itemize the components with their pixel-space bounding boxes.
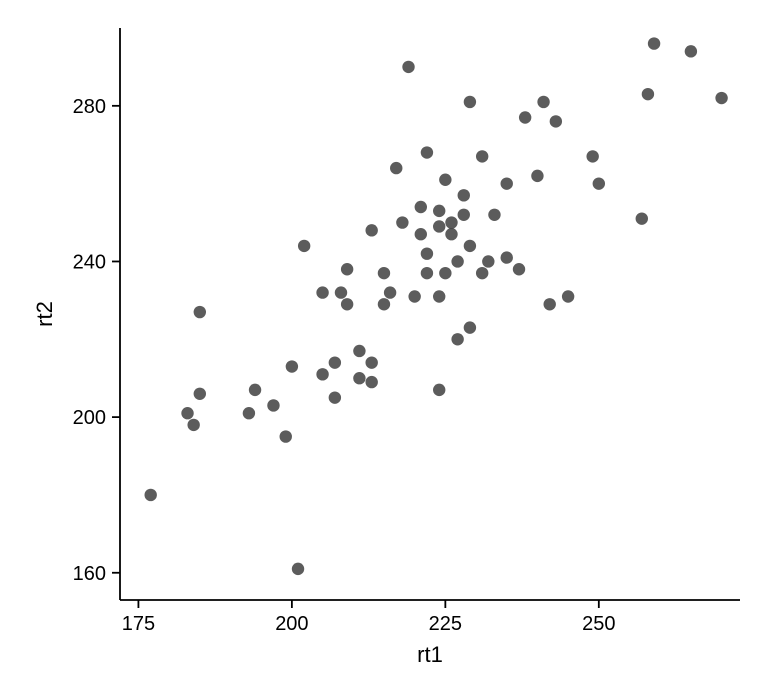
data-point (482, 255, 494, 267)
data-point (249, 384, 261, 396)
data-point (396, 216, 408, 228)
data-point (415, 201, 427, 213)
data-point (642, 88, 654, 100)
data-point (464, 321, 476, 333)
data-point (341, 263, 353, 275)
data-point (451, 333, 463, 345)
data-point (544, 298, 556, 310)
data-point (421, 267, 433, 279)
data-point (464, 240, 476, 252)
data-point (390, 162, 402, 174)
data-point (537, 96, 549, 108)
data-point (353, 372, 365, 384)
data-point (433, 290, 445, 302)
data-point (458, 189, 470, 201)
data-point (488, 209, 500, 221)
data-point (464, 96, 476, 108)
data-point (501, 177, 513, 189)
data-point (445, 228, 457, 240)
y-tick-label: 160 (73, 563, 106, 585)
y-tick-label: 240 (73, 251, 106, 273)
data-point (445, 216, 457, 228)
x-tick-label: 250 (582, 613, 615, 635)
data-point (531, 170, 543, 182)
data-point (513, 263, 525, 275)
data-point (353, 345, 365, 357)
data-point (280, 430, 292, 442)
y-axis-label: rt2 (32, 301, 57, 327)
data-point (378, 267, 390, 279)
data-point (335, 286, 347, 298)
data-point (451, 255, 463, 267)
data-point (144, 489, 156, 501)
data-point (562, 290, 574, 302)
data-point (685, 45, 697, 57)
data-point (194, 306, 206, 318)
data-point (593, 177, 605, 189)
data-point (476, 150, 488, 162)
x-tick-label: 225 (429, 613, 462, 635)
data-point (421, 247, 433, 259)
plot-bg (0, 0, 768, 687)
data-point (550, 115, 562, 127)
data-point (384, 286, 396, 298)
data-point (316, 286, 328, 298)
chart-svg: 175 200 225 250 160 200 240 280 rt1 rt2 (0, 0, 768, 687)
data-point (476, 267, 488, 279)
data-point (433, 205, 445, 217)
data-point (194, 388, 206, 400)
data-point (243, 407, 255, 419)
data-point (365, 376, 377, 388)
x-axis-label: rt1 (417, 642, 443, 667)
data-point (187, 419, 199, 431)
data-point (439, 174, 451, 186)
data-point (458, 209, 470, 221)
data-point (267, 399, 279, 411)
data-point (433, 384, 445, 396)
x-tick-label: 200 (275, 613, 308, 635)
data-point (415, 228, 427, 240)
data-point (365, 356, 377, 368)
y-tick-label: 280 (73, 96, 106, 118)
data-point (648, 37, 660, 49)
data-point (181, 407, 193, 419)
scatter-chart: 175 200 225 250 160 200 240 280 rt1 rt2 (0, 0, 768, 687)
y-tick-label: 200 (73, 407, 106, 429)
data-point (439, 267, 451, 279)
data-point (408, 290, 420, 302)
data-point (292, 563, 304, 575)
x-tick-label: 175 (122, 613, 155, 635)
data-point (636, 212, 648, 224)
data-point (715, 92, 727, 104)
data-point (329, 391, 341, 403)
data-point (378, 298, 390, 310)
data-point (402, 61, 414, 73)
data-point (421, 146, 433, 158)
data-point (298, 240, 310, 252)
data-point (519, 111, 531, 123)
data-point (586, 150, 598, 162)
data-point (316, 368, 328, 380)
data-point (433, 220, 445, 232)
data-point (341, 298, 353, 310)
data-point (329, 356, 341, 368)
data-point (365, 224, 377, 236)
data-point (286, 360, 298, 372)
data-point (501, 251, 513, 263)
